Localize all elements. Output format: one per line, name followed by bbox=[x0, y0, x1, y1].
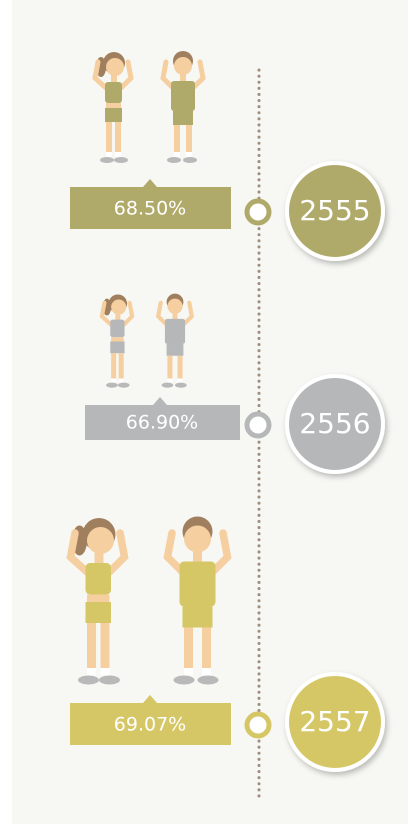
percent-label: 66.90% bbox=[126, 412, 198, 434]
page: 68.50% 2555 66.90% 2556 69.07% 2557 (() … bbox=[0, 0, 418, 824]
percent-label: 68.50% bbox=[114, 198, 186, 220]
timeline-node bbox=[247, 714, 269, 736]
year-label: 2557 bbox=[299, 705, 370, 738]
year-label: 2556 bbox=[299, 407, 370, 440]
percent-label: 69.07% bbox=[114, 714, 186, 736]
year-label: 2555 bbox=[299, 194, 370, 227]
infographic: 68.50% 2555 66.90% 2556 69.07% 2557 bbox=[0, 0, 418, 824]
timeline-node bbox=[247, 201, 269, 223]
timeline-node bbox=[247, 414, 269, 436]
